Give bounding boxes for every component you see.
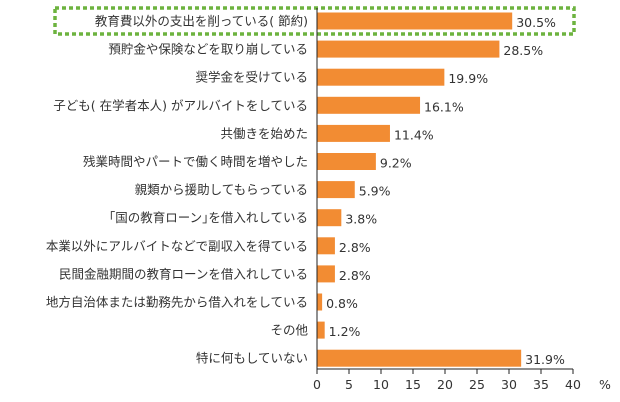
value-label: 28.5% (503, 43, 543, 58)
bar (317, 237, 335, 255)
bar (317, 181, 355, 199)
x-tick-label: 0 (313, 377, 321, 392)
bar (317, 265, 335, 283)
bar (317, 209, 342, 227)
bar (317, 293, 323, 311)
category-label: 共働きを始めた (220, 126, 308, 141)
category-label: 預貯金や保険などを取り崩している (108, 42, 308, 57)
category-label: ｢国の教育ローン｣を借入れしている (109, 210, 308, 225)
category-label: 親類から援助してもらっている (135, 182, 308, 197)
x-tick-label: 10 (373, 377, 389, 392)
value-label: 0.8% (326, 296, 358, 311)
category-label: 残業時間やパートで働く時間を増やした (83, 154, 308, 169)
value-label: 3.8% (345, 212, 377, 227)
category-label: 奨学金を受けている (195, 70, 308, 85)
bar (317, 321, 325, 339)
x-tick-label: 25 (469, 377, 485, 392)
value-label: 9.2% (380, 156, 412, 171)
x-tick-label: 40 (565, 377, 581, 392)
category-label: 本業以外にアルバイトなどで副収入を得ている (46, 238, 308, 253)
bar (317, 40, 500, 58)
bar (317, 68, 445, 86)
bar (317, 12, 513, 30)
value-label: 30.5% (516, 15, 556, 30)
bar (317, 349, 522, 367)
x-tick-label: 15 (405, 377, 421, 392)
x-tick-label: 20 (437, 377, 453, 392)
x-tick-label: 5 (345, 377, 353, 392)
value-label: 31.9% (525, 352, 565, 367)
value-label: 2.8% (339, 268, 371, 283)
value-label: 16.1% (424, 99, 464, 114)
x-unit-label: % (599, 377, 611, 392)
value-label: 1.2% (329, 324, 361, 339)
category-label: その他 (270, 323, 308, 338)
highlight-box (53, 6, 576, 36)
x-tick-label: 30 (501, 377, 517, 392)
bar (317, 153, 376, 170)
category-label: 子ども( 在学者本人) がアルバイトをしている (53, 98, 308, 113)
bar (317, 124, 390, 142)
value-label: 11.4% (394, 127, 434, 142)
category-label: 民間金融期間の教育ローンを借入れしている (59, 266, 308, 281)
value-label: 2.8% (339, 240, 371, 255)
category-label: 地方自治体または勤務先から借入れをしている (46, 295, 308, 310)
value-label: 5.9% (359, 184, 391, 199)
category-label: 特に何もしていない (196, 351, 308, 366)
x-tick-label: 35 (533, 377, 549, 392)
bar (317, 96, 421, 114)
category-label: 教育費以外の支出を削っている( 節約) (95, 14, 308, 29)
value-label: 19.9% (448, 71, 488, 86)
